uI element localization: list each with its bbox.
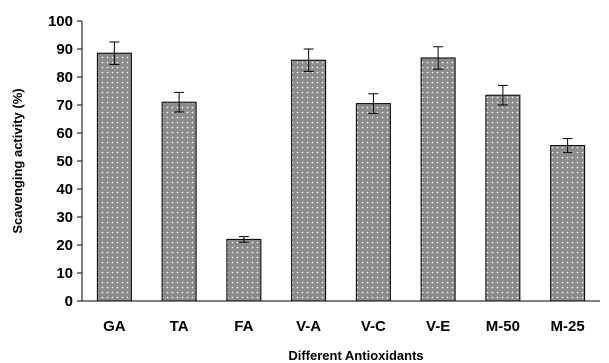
- y-tick-label: 50: [56, 153, 73, 170]
- y-tick-label: 40: [56, 181, 73, 198]
- bar: [355, 103, 391, 302]
- y-tick-label: 90: [56, 41, 73, 58]
- y-axis-title: Scavenging activity (%): [10, 88, 25, 233]
- y-tick-label: 80: [56, 69, 73, 86]
- bar: [161, 101, 197, 302]
- bar: [291, 59, 327, 302]
- y-tick-label: 100: [48, 13, 73, 30]
- y-tick-label: 30: [56, 209, 73, 226]
- x-tick-labels: GA TA FA V-A V-C V-E M-50 M-25: [103, 318, 585, 335]
- bar: [485, 94, 521, 302]
- bar: [550, 145, 586, 302]
- y-tick-label: 70: [56, 97, 73, 114]
- bar: [226, 238, 262, 302]
- x-tick-label: V-C: [361, 318, 386, 335]
- y-tick-label: 0: [65, 293, 73, 310]
- x-tick-label: V-A: [296, 318, 321, 335]
- y-tick-label: 20: [56, 237, 73, 254]
- x-tick-label: GA: [103, 318, 126, 335]
- bar: [420, 57, 456, 302]
- y-tick-label: 10: [56, 265, 73, 282]
- x-tick-label: V-E: [426, 318, 450, 335]
- x-axis-title: Different Antioxidants: [288, 348, 423, 363]
- x-tick-label: TA: [170, 318, 189, 335]
- y-axis: 0 10 20 30 40 50 60 70 80 90 100: [48, 13, 83, 310]
- x-tick-label: M-50: [486, 318, 520, 335]
- x-tick-label: M-25: [551, 318, 585, 335]
- bars: [96, 41, 586, 302]
- x-tick-label: FA: [234, 318, 253, 335]
- bar: [96, 52, 132, 302]
- y-tick-label: 60: [56, 125, 73, 142]
